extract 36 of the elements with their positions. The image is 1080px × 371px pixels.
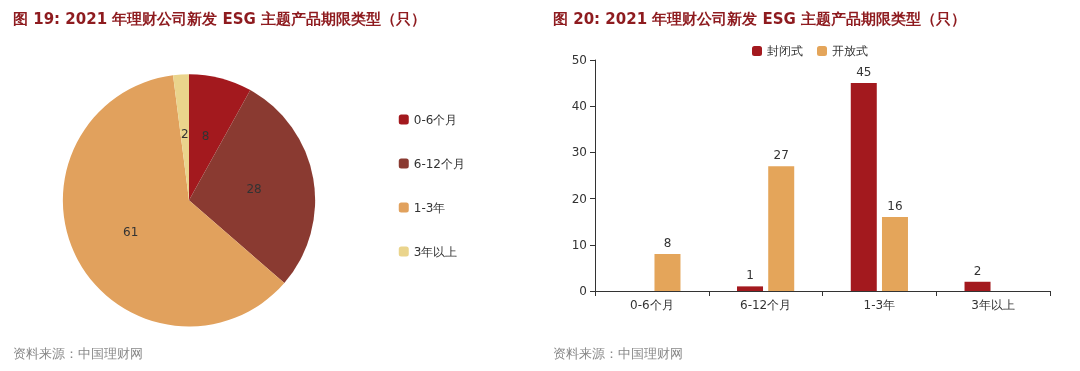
data-label: 2 — [180, 127, 189, 142]
legend-label: 1-3年 — [413, 200, 446, 215]
chart-title: 图 19: 2021 年理财公司新发 ESG 主题产品期限类型（只） — [13, 9, 427, 28]
bar — [737, 286, 764, 291]
data-label: 16 — [887, 199, 903, 214]
data-label: 1 — [746, 268, 754, 283]
x-tick-label: 3年以上 — [971, 298, 1015, 312]
x-tick-label: 0-6个月 — [630, 298, 674, 312]
legend-label: 3年以上 — [413, 244, 458, 259]
legend-label: 封闭式 — [767, 44, 803, 58]
legend-label: 开放式 — [832, 44, 868, 58]
x-tick-label: 6-12个月 — [740, 298, 792, 312]
y-tick-label: 30 — [571, 145, 587, 160]
text: 资料来源：中国理财网 — [553, 346, 683, 361]
y-tick-label: 40 — [571, 99, 587, 114]
data-label: 45 — [856, 65, 872, 80]
legend-label: 6-12个月 — [413, 156, 465, 171]
text: 资料来源：中国理财网 — [13, 346, 143, 361]
bar — [881, 217, 908, 291]
legend-label: 0-6个月 — [413, 112, 458, 127]
data-label: 2 — [973, 263, 982, 278]
y-tick-label: 10 — [571, 237, 587, 252]
data-label: 61 — [123, 224, 139, 239]
bar — [654, 254, 681, 291]
bar — [850, 83, 877, 291]
data-label: 8 — [201, 129, 210, 144]
data-label: 8 — [663, 236, 672, 251]
chart-title: 图 20: 2021 年理财公司新发 ESG 主题产品期限类型（只） — [553, 9, 967, 28]
y-tick-label: 50 — [571, 53, 587, 67]
y-tick-label: 20 — [571, 191, 587, 206]
data-label: 27 — [773, 148, 789, 163]
bar — [768, 166, 795, 291]
bar — [964, 281, 991, 291]
y-tick-label: 0 — [579, 284, 587, 298]
x-tick-label: 1-3年 — [863, 298, 896, 312]
data-label: 28 — [246, 181, 262, 196]
